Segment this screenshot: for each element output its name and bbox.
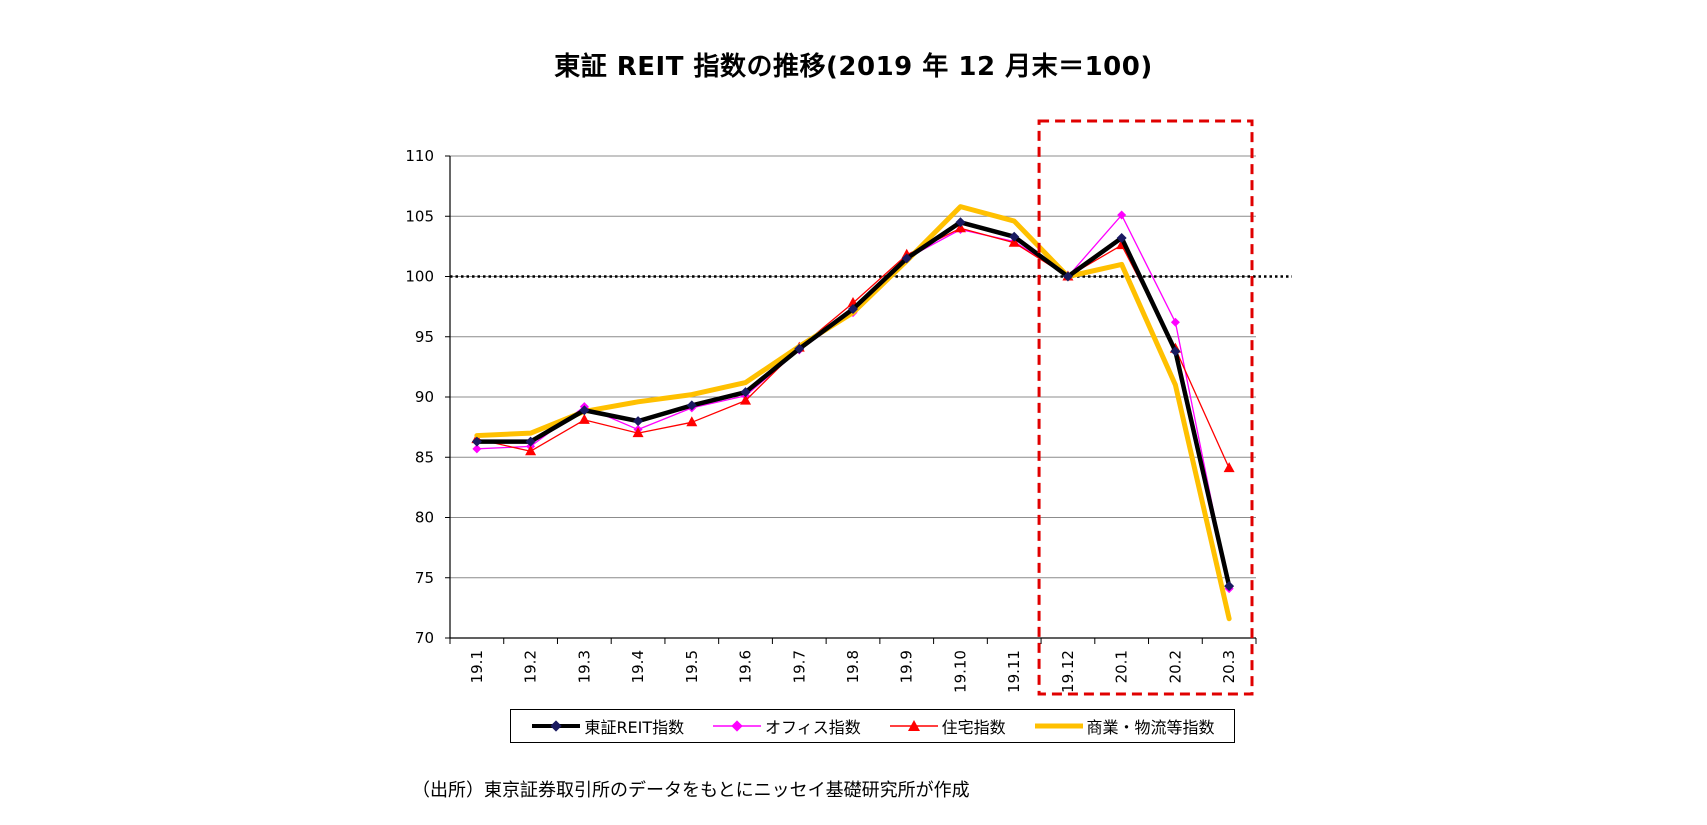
x-tick-label-19.8: 19.8 [844, 650, 862, 683]
legend-label-office: オフィス指数 [765, 718, 861, 737]
y-tick-label-70: 70 [415, 629, 434, 647]
x-tick-label-19.9: 19.9 [898, 650, 916, 683]
series-1-point-13 [1170, 317, 1180, 327]
chart-legend: 東証REIT指数 オフィス指数 住宅指数 商業・物流等指数 [510, 709, 1235, 743]
y-tick-label-105: 105 [405, 207, 434, 225]
series-0-point-11 [1062, 271, 1073, 282]
series-2-point-14 [1223, 462, 1235, 473]
x-tick-label-19.10: 19.10 [951, 650, 969, 693]
x-tick-label-20.1: 20.1 [1113, 650, 1131, 683]
series-2-point-2 [578, 413, 590, 424]
series-2-point-5 [740, 394, 752, 405]
series-2-point-3 [632, 427, 644, 438]
source-note: （出所）東京証券取引所のデータをもとにニッセイ基礎研究所が作成 [412, 780, 970, 801]
y-tick-label-100: 100 [405, 268, 434, 286]
series-0-point-6 [794, 343, 805, 354]
series-0-point-0 [471, 436, 482, 447]
chart-title: 東証 REIT 指数の推移(2019 年 12 月末＝100) [554, 52, 1153, 82]
series-lines [471, 204, 1235, 622]
series-0-point-2 [579, 405, 590, 416]
series-1-point-0 [472, 444, 482, 454]
series-0-point-1 [525, 436, 536, 447]
series-0-point-14 [1224, 581, 1235, 592]
legend-item-reit: 東証REIT指数 [530, 714, 684, 738]
y-tick-label-90: 90 [415, 388, 434, 406]
series-0-point-4 [686, 400, 697, 411]
series-2-point-9 [954, 222, 966, 233]
series-line-1 [476, 214, 1230, 590]
legend-item-residential: 住宅指数 [888, 714, 1006, 738]
x-tick-label-19.4: 19.4 [629, 650, 647, 683]
y-tick-label-85: 85 [415, 448, 434, 466]
legend-label-residential: 住宅指数 [941, 718, 1006, 737]
series-0-point-13 [1170, 346, 1181, 357]
axes: 70 75 80 85 90 95 100 105 110 19.1 19.2 19.3 19.4 19.… [405, 147, 1257, 693]
series-2-point-4 [686, 416, 698, 427]
series-0-point-5 [740, 387, 751, 398]
y-tick-label-95: 95 [415, 328, 434, 346]
x-tick-label-19.6: 19.6 [737, 650, 755, 683]
legend-item-retail-logistics: 商業・物流等指数 [1033, 714, 1215, 738]
series-0-point-3 [633, 416, 644, 427]
grid-lines [450, 155, 1256, 579]
legend-label-retail-logistics: 商業・物流等指数 [1086, 718, 1215, 737]
y-tick-label-75: 75 [415, 569, 434, 587]
x-tick-label-19.1: 19.1 [468, 650, 486, 683]
series-1-point-12 [1117, 210, 1127, 220]
x-tick-label-19.12: 19.12 [1059, 650, 1077, 693]
legend-swatch-office [713, 720, 762, 732]
x-tick-label-19.7: 19.7 [790, 650, 808, 683]
legend-swatch-reit [532, 720, 581, 732]
series-2-point-10 [1008, 236, 1020, 247]
x-tick-label-20.3: 20.3 [1220, 650, 1238, 683]
x-tick-label-19.5: 19.5 [683, 650, 701, 683]
x-tick-label-19.2: 19.2 [522, 650, 540, 683]
x-tick-label-19.11: 19.11 [1005, 650, 1023, 693]
series-0-point-7 [848, 304, 858, 315]
highlight-box [1037, 119, 1254, 696]
x-tick-label-19.3: 19.3 [575, 650, 593, 683]
legend-item-office: オフィス指数 [711, 714, 861, 738]
y-tick-label-80: 80 [415, 509, 434, 527]
series-0-point-12 [1116, 232, 1127, 243]
series-0-point-9 [955, 217, 966, 228]
legend-label-reit: 東証REIT指数 [584, 718, 685, 737]
series-0-point-10 [1009, 231, 1020, 242]
series-2-point-1 [525, 445, 537, 456]
x-tick-label-20.2: 20.2 [1166, 650, 1184, 683]
y-tick-label-110: 110 [405, 147, 434, 165]
line-chart: 70 75 80 85 90 95 100 105 110 19.1 19.2 19.3 19.4 19.… [405, 119, 1292, 696]
legend-swatch-residential [889, 720, 938, 731]
series-0-point-8 [901, 253, 912, 264]
highlight-rect [1037, 119, 1254, 696]
legend-swatch-retail-logistics [1034, 723, 1083, 729]
